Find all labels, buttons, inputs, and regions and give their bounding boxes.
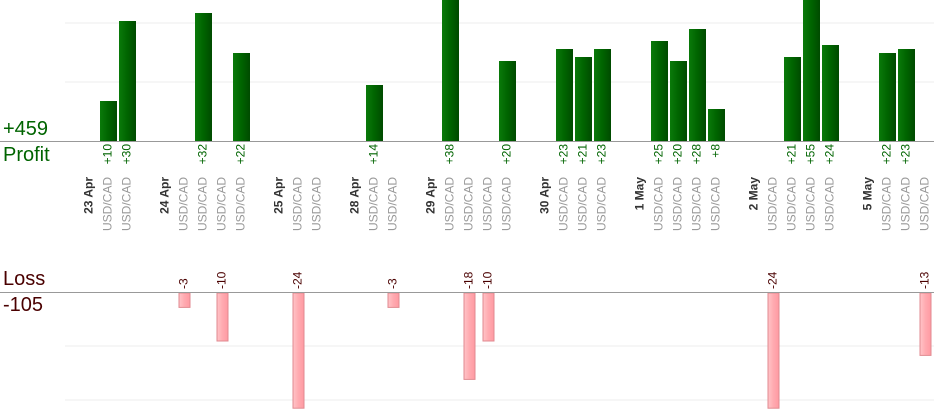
profit-bar	[879, 53, 896, 141]
profit-value-label: +21	[576, 144, 590, 165]
profit-bar	[708, 109, 725, 141]
profit-bar	[651, 41, 668, 141]
symbol-label: USD/CAD	[386, 177, 400, 231]
symbol-label: USD/CAD	[823, 177, 837, 231]
date-label: 2 May	[747, 177, 761, 211]
date-label: 25 Apr	[272, 177, 286, 214]
profit-value-label: +25	[652, 144, 666, 165]
loss-label: Loss	[3, 268, 46, 290]
loss-total: -105	[3, 294, 44, 316]
loss-bar	[919, 292, 932, 356]
profit-value-label: +23	[557, 144, 571, 165]
profit-bar	[195, 13, 212, 141]
profit-bar	[366, 85, 383, 141]
date-label: 28 Apr	[348, 177, 362, 214]
profit-value-label: +55	[804, 144, 818, 165]
profit-bar	[575, 57, 592, 141]
symbol-label: USD/CAD	[880, 177, 894, 231]
profit-value-label: +20	[500, 144, 514, 165]
date-label: 30 Apr	[538, 177, 552, 214]
symbol-label: USD/CAD	[500, 177, 514, 231]
symbol-label: USD/CAD	[481, 177, 495, 231]
profit-bar	[233, 53, 250, 141]
date-label: 24 Apr	[158, 177, 172, 214]
profit-value-label: +38	[443, 144, 457, 165]
symbol-label: USD/CAD	[652, 177, 666, 231]
profit-bar	[670, 61, 687, 141]
profit-value-label: +10	[101, 144, 115, 165]
symbol-label: USD/CAD	[462, 177, 476, 231]
loss-value-label: -3	[386, 278, 400, 289]
symbol-label: USD/CAD	[196, 177, 210, 231]
profit-label: Profit	[3, 144, 50, 166]
profit-value-label: +22	[880, 144, 894, 165]
labels: 23 Apr USD/CAD +10 USD/CAD +30 24 Apr USD/CAD -…	[82, 144, 932, 289]
symbol-label: USD/CAD	[120, 177, 134, 231]
loss-value-label: -10	[481, 271, 495, 289]
symbol-label: USD/CAD	[766, 177, 780, 231]
axes	[0, 141, 934, 293]
loss-value-label: -10	[215, 271, 229, 289]
loss-bar	[482, 292, 495, 342]
profit-value-label: +23	[595, 144, 609, 165]
profit-total: +459	[3, 118, 49, 140]
profit-value-label: +22	[234, 144, 248, 165]
profit-bar	[803, 0, 820, 141]
symbol-label: USD/CAD	[234, 177, 248, 231]
loss-bar	[387, 292, 400, 308]
profit-bar	[119, 21, 136, 141]
profit-bar	[556, 49, 573, 141]
profit-value-label: +28	[690, 144, 704, 165]
profit-value-label: +14	[367, 144, 381, 165]
profit-bar	[594, 49, 611, 141]
profit-value-label: +30	[120, 144, 134, 165]
loss-bar	[178, 292, 191, 308]
date-label: 23 Apr	[82, 177, 96, 214]
symbol-label: USD/CAD	[557, 177, 571, 231]
symbol-label: USD/CAD	[918, 177, 932, 231]
profit-value-label: +21	[785, 144, 799, 165]
profit-value-label: +32	[196, 144, 210, 165]
profit-bar	[689, 29, 706, 141]
profit-bar	[822, 45, 839, 141]
symbol-label: USD/CAD	[595, 177, 609, 231]
loss-value-label: -24	[291, 271, 305, 289]
date-label: 5 May	[861, 177, 875, 211]
profit-bar	[499, 61, 516, 141]
loss-value-label: -3	[177, 278, 191, 289]
symbol-label: USD/CAD	[101, 177, 115, 231]
date-label: 1 May	[633, 177, 647, 211]
symbol-label: USD/CAD	[899, 177, 913, 231]
symbol-label: USD/CAD	[804, 177, 818, 231]
profit-value-label: +20	[671, 144, 685, 165]
symbol-label: USD/CAD	[576, 177, 590, 231]
loss-bar	[292, 292, 305, 409]
symbol-label: USD/CAD	[367, 177, 381, 231]
profit-bar	[442, 0, 459, 141]
symbol-label: USD/CAD	[291, 177, 305, 231]
loss-value-label: -13	[918, 271, 932, 289]
bars	[100, 0, 932, 409]
loss-bar	[767, 292, 780, 409]
profit-bar	[784, 57, 801, 141]
symbol-label: USD/CAD	[177, 177, 191, 231]
date-label: 29 Apr	[424, 177, 438, 214]
symbol-label: USD/CAD	[443, 177, 457, 231]
symbol-label: USD/CAD	[690, 177, 704, 231]
loss-bar	[216, 292, 229, 342]
loss-value-label: -24	[766, 271, 780, 289]
profit-value-label: +8	[709, 144, 723, 158]
symbol-label: USD/CAD	[709, 177, 723, 231]
profit-bar	[898, 49, 915, 141]
loss-value-label: -18	[462, 271, 476, 289]
profit-value-label: +24	[823, 144, 837, 165]
profit-bar	[100, 101, 117, 141]
symbol-label: USD/CAD	[785, 177, 799, 231]
profit-value-label: +23	[899, 144, 913, 165]
loss-bar	[463, 292, 476, 380]
symbol-label: USD/CAD	[215, 177, 229, 231]
symbol-label: USD/CAD	[310, 177, 324, 231]
symbol-label: USD/CAD	[671, 177, 685, 231]
